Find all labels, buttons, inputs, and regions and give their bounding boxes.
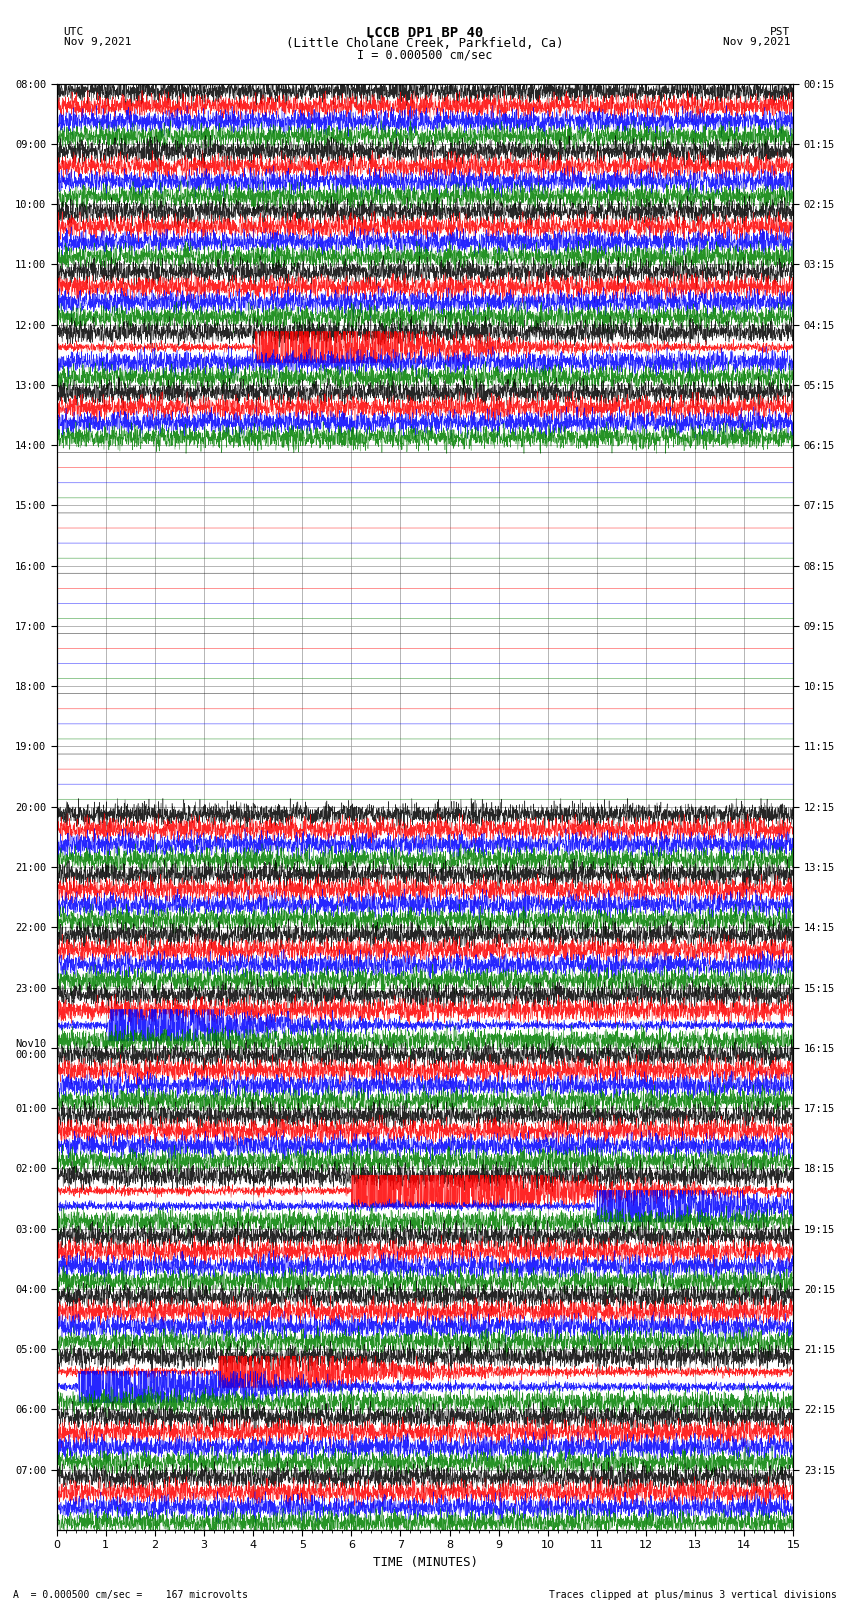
Text: Nov 9,2021: Nov 9,2021 [723,37,791,47]
Text: I = 0.000500 cm/sec: I = 0.000500 cm/sec [357,48,493,61]
Text: Traces clipped at plus/minus 3 vertical divisions: Traces clipped at plus/minus 3 vertical … [549,1590,837,1600]
Text: A  = 0.000500 cm/sec =    167 microvolts: A = 0.000500 cm/sec = 167 microvolts [13,1590,247,1600]
Text: Nov 9,2021: Nov 9,2021 [64,37,131,47]
X-axis label: TIME (MINUTES): TIME (MINUTES) [372,1557,478,1569]
Text: PST: PST [770,27,790,37]
Text: LCCB DP1 BP 40: LCCB DP1 BP 40 [366,26,484,40]
Text: (Little Cholane Creek, Parkfield, Ca): (Little Cholane Creek, Parkfield, Ca) [286,37,564,50]
Text: UTC: UTC [64,27,84,37]
